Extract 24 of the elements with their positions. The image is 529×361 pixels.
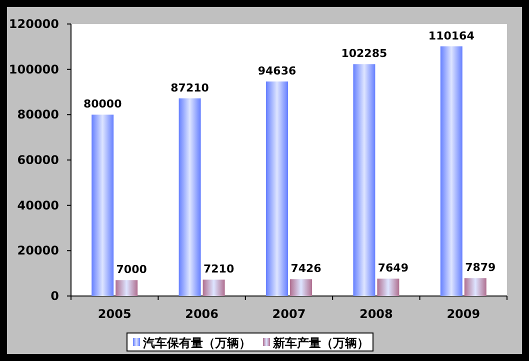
legend-label: 汽车保有量（万辆） [142,336,251,350]
x-tick-label: 2007 [272,307,306,321]
y-tick-label: 80000 [17,108,59,122]
data-label: 110164 [428,29,475,42]
y-tick-label: 40000 [17,198,59,212]
data-label: 7879 [465,261,496,274]
data-label: 87210 [170,81,210,94]
data-label: 7000 [116,263,148,276]
y-tick-label: 60000 [17,153,59,167]
x-tick-label: 2006 [185,307,219,321]
y-tick-label: 0 [50,289,59,303]
x-tick-label: 2008 [359,307,393,321]
x-tick-label: 2005 [98,307,132,321]
data-label: 7210 [203,262,234,276]
legend-label: 新车产量（万辆） [272,336,369,350]
data-label: 7649 [378,262,409,275]
x-tick-label: 2009 [446,307,480,321]
data-label: 102285 [341,47,388,60]
data-label: 94636 [258,64,296,78]
data-label: 80000 [83,98,122,111]
y-tick-label: 120000 [8,17,59,31]
data-label: 7426 [290,262,322,276]
y-tick-label: 100000 [8,62,59,76]
y-tick-label: 20000 [17,244,59,258]
